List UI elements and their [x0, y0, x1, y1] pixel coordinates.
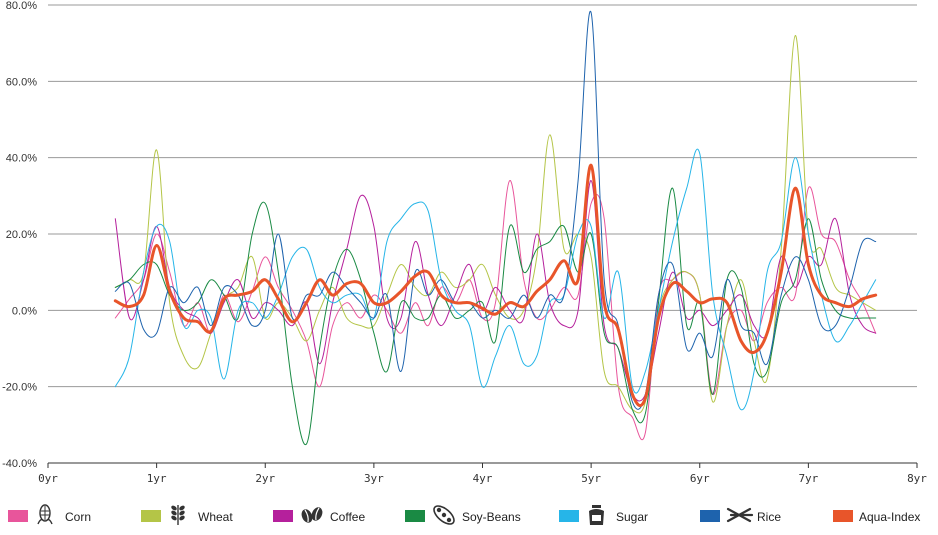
- x-tick-label: 6yr: [690, 472, 710, 485]
- legend-label: Corn: [65, 510, 91, 524]
- legend-label: Soy-Beans: [462, 510, 521, 524]
- y-tick-label: -40.0%: [2, 458, 37, 470]
- axes: 80.0% 60.0% 40.0% 20.0% 0.0% -20.0% -40.0%0yr 1…: [2, 0, 927, 485]
- series-lines: [113, 10, 878, 446]
- y-tick-label: 80.0%: [6, 0, 37, 12]
- y-tick-label: 20.0%: [6, 229, 37, 241]
- x-tick-label: 0yr: [38, 472, 58, 485]
- legend-swatch: [273, 510, 293, 522]
- x-tick-label: 5yr: [581, 472, 601, 485]
- series-line-coffee: [114, 180, 877, 402]
- legend-label: Coffee: [330, 510, 365, 524]
- legend-label: Sugar: [616, 510, 648, 524]
- wheat-icon: [171, 505, 185, 525]
- series-line-aqua-index: [113, 163, 878, 408]
- coffee-icon: [301, 507, 323, 523]
- series-line-rice: [114, 10, 877, 410]
- legend-item-rice: Rice: [700, 507, 781, 524]
- sugar-icon: [589, 505, 604, 525]
- y-tick-label: 0.0%: [12, 305, 37, 317]
- legend-item-soy-beans: Soy-Beans: [405, 505, 521, 525]
- legend-swatch: [8, 510, 28, 522]
- x-tick-label: 7yr: [798, 472, 818, 485]
- x-tick-label: 3yr: [364, 472, 384, 485]
- legend-swatch: [833, 510, 853, 522]
- legend-swatch: [559, 510, 579, 522]
- legend-label: Aqua-Index: [859, 510, 920, 524]
- x-tick-label: 8yr: [907, 472, 927, 485]
- y-tick-label: 40.0%: [6, 153, 37, 165]
- soy-beans-icon: [433, 505, 455, 525]
- y-tick-label: -20.0%: [2, 382, 37, 394]
- legend-item-aqua-index: Aqua-Index: [833, 510, 920, 524]
- y-tick-label: 60.0%: [6, 76, 37, 88]
- rice-icon: [726, 507, 754, 523]
- legend-swatch: [141, 510, 161, 522]
- legend-item-coffee: Coffee: [273, 507, 365, 524]
- legend-swatch: [405, 510, 425, 522]
- corn-icon: [37, 504, 53, 525]
- series-line-sugar: [114, 148, 877, 411]
- legend-swatch: [700, 510, 720, 522]
- legend-label: Rice: [757, 510, 781, 524]
- series-line-soy-beans: [114, 187, 877, 446]
- x-tick-label: 4yr: [473, 472, 493, 485]
- legend-label: Wheat: [198, 510, 233, 524]
- legend-item-wheat: Wheat: [141, 505, 233, 525]
- legend: Corn Wheat Coffee Soy-Beans Sugar Rice Aqua-In…: [8, 504, 920, 525]
- x-tick-label: 1yr: [147, 472, 167, 485]
- x-tick-label: 2yr: [255, 472, 275, 485]
- legend-item-corn: Corn: [8, 504, 91, 525]
- series-line-corn: [114, 180, 877, 441]
- legend-item-sugar: Sugar: [559, 505, 648, 525]
